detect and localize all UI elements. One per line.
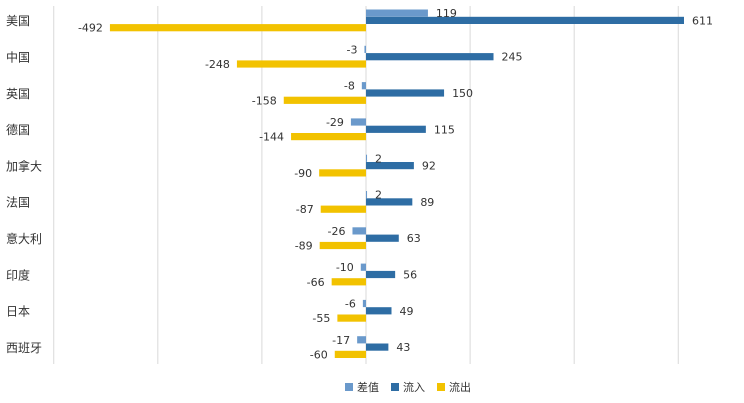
bar-差值: [366, 9, 428, 17]
data-label-流出: -492: [78, 22, 103, 35]
bar-流入: [366, 198, 413, 206]
bar-流出: [334, 350, 366, 358]
bar-流入: [366, 89, 445, 97]
data-label-差值: 119: [436, 7, 457, 20]
category-label: 日本: [6, 305, 30, 319]
bar-流入: [366, 307, 392, 315]
bar-流出: [320, 205, 366, 213]
legend-label-差值: 差值: [357, 380, 379, 394]
bar-差值: [366, 154, 368, 162]
category-label: 西班牙: [6, 341, 42, 355]
bar-流出: [291, 133, 366, 141]
bar-差值: [352, 227, 366, 235]
bar-差值: [350, 118, 366, 126]
data-label-流入: 89: [420, 196, 434, 209]
bar-流入: [366, 234, 399, 242]
data-label-差值: -17: [332, 334, 350, 347]
data-label-流出: -248: [205, 58, 230, 71]
bar-流出: [109, 24, 366, 32]
data-label-流出: -60: [310, 348, 328, 361]
data-label-流入: 115: [434, 123, 455, 136]
data-label-流入: 43: [396, 341, 410, 354]
category-label: 加拿大: [6, 158, 42, 173]
data-label-差值: -29: [326, 116, 344, 129]
data-label-流入: 150: [452, 87, 473, 100]
data-label-流出: -89: [295, 240, 313, 253]
legend-swatch-差值: [345, 383, 353, 391]
category-label: 意大利: [6, 231, 42, 246]
bar-差值: [366, 191, 368, 199]
data-label-差值: -6: [345, 298, 356, 311]
bar-流入: [366, 16, 684, 24]
category-label: 中国: [6, 49, 30, 64]
legend-swatch-流出: [437, 383, 445, 391]
data-label-流入: 92: [422, 160, 436, 173]
bar-流出: [319, 169, 366, 177]
bar-流出: [331, 278, 366, 286]
data-label-差值: -3: [346, 43, 357, 56]
category-label: 美国: [6, 14, 30, 28]
bar-差值: [357, 336, 366, 344]
data-label-流出: -87: [296, 203, 314, 216]
data-label-流出: -55: [312, 312, 330, 325]
bar-差值: [361, 82, 366, 90]
bar-流出: [236, 60, 366, 68]
bar-差值: [360, 263, 366, 271]
bar-差值: [362, 299, 366, 308]
bar-流出: [319, 241, 366, 250]
data-label-流出: -144: [259, 131, 284, 144]
legend-label-流入: 流入: [403, 380, 425, 394]
bars: [109, 9, 684, 358]
data-label-差值: 2: [375, 152, 382, 165]
legend: 差值 流入 流出: [345, 380, 471, 394]
bar-流入: [366, 125, 426, 133]
bar-流入: [366, 162, 414, 170]
bar-流出: [337, 314, 366, 322]
bar-流入: [366, 343, 389, 351]
value-labels: 119 611 -492 -3 245 -248 -8 150 -158 -29 115 -144 2 9…: [78, 7, 713, 361]
data-label-流入: 49: [400, 305, 414, 318]
data-label-差值: -10: [336, 261, 354, 274]
bar-流入: [366, 270, 396, 279]
bar-差值: [364, 45, 366, 53]
legend-label-流出: 流出: [449, 380, 471, 394]
category-label: 德国: [6, 122, 30, 137]
category-label: 印度: [6, 267, 30, 282]
bar-流出: [283, 96, 366, 104]
data-label-流入: 63: [407, 232, 421, 245]
data-label-流出: -90: [294, 167, 312, 180]
data-label-流入: 56: [403, 269, 417, 282]
data-label-差值: -26: [327, 225, 345, 238]
data-label-流出: -158: [252, 94, 277, 107]
category-label: 英国: [6, 87, 30, 101]
data-label-流入: 611: [692, 14, 713, 27]
bar-流入: [366, 53, 494, 61]
data-label-差值: -8: [344, 80, 355, 93]
data-label-流入: 245: [502, 51, 523, 64]
category-label: 法国: [6, 196, 30, 210]
data-label-流出: -66: [307, 276, 325, 289]
legend-swatch-流入: [391, 383, 399, 391]
data-label-差值: 2: [375, 189, 382, 202]
